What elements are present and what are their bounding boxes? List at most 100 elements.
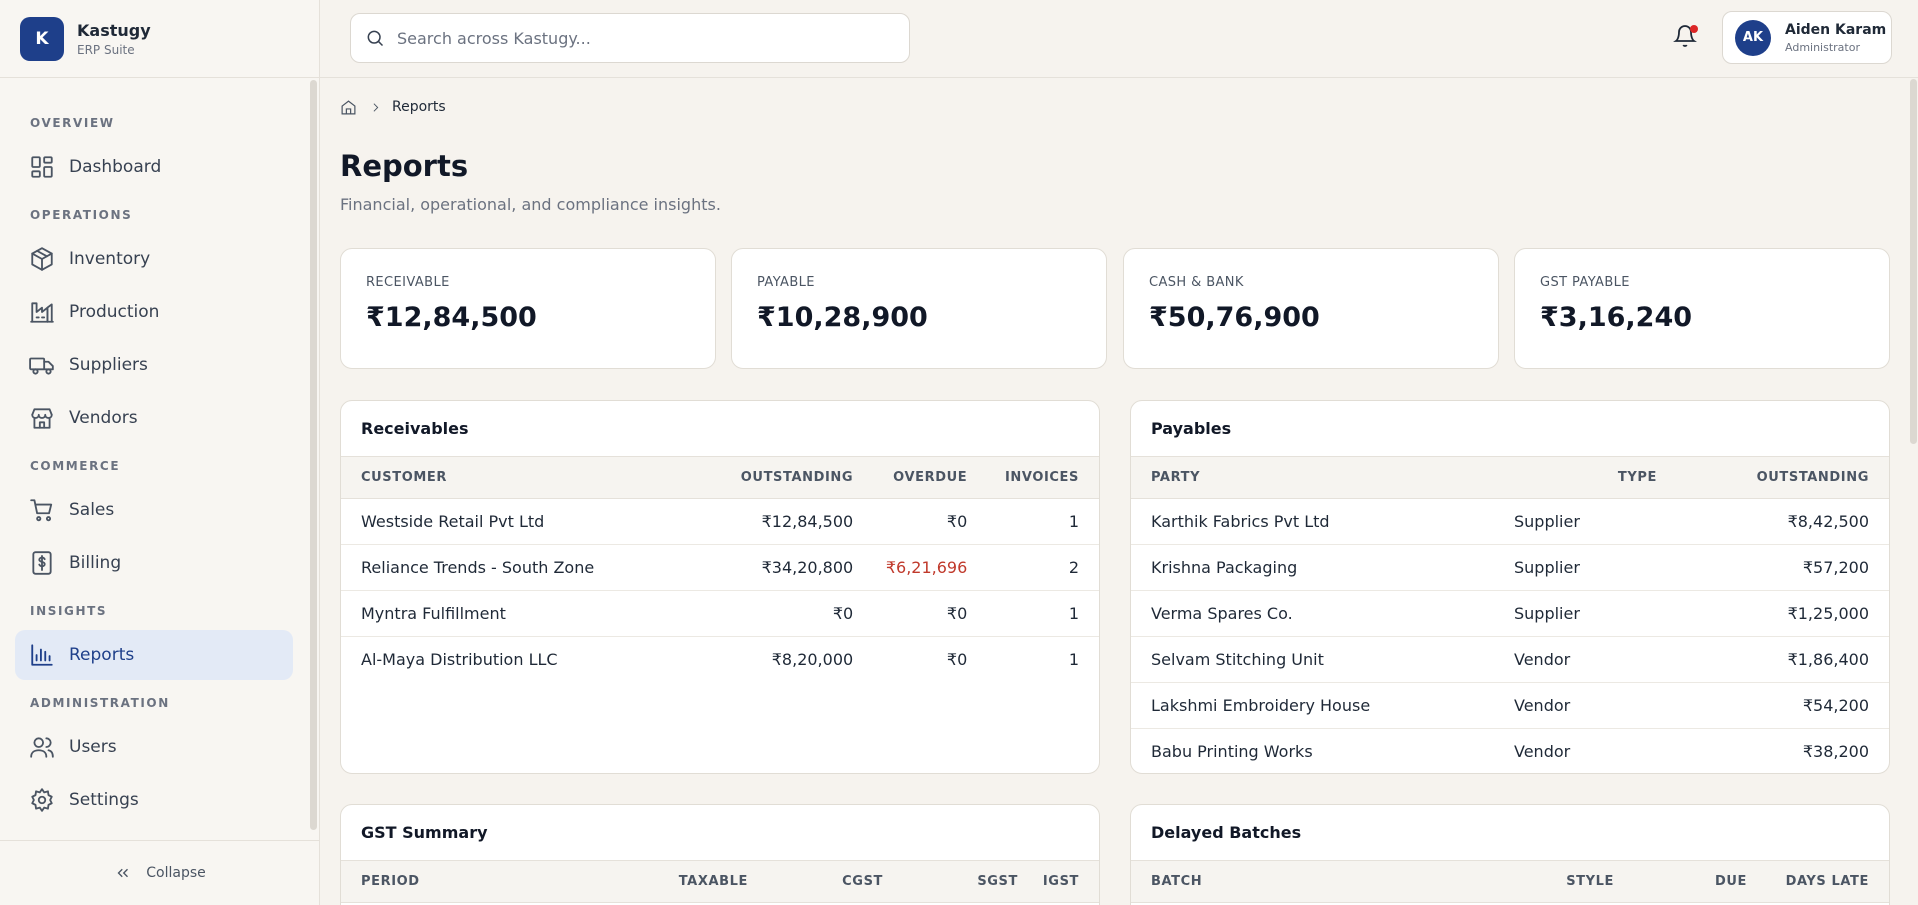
bell-icon [1673, 25, 1697, 47]
collapse-button[interactable]: Collapse [0, 840, 320, 905]
bar-chart-icon [31, 644, 53, 666]
gst-summary-card: GST Summary PERIOD TAXABLE CGST SGST IGS… [340, 804, 1100, 905]
column-header[interactable]: PERIOD [341, 861, 651, 903]
section-label-commerce: COMMERCE [30, 459, 121, 473]
chevrons-left-icon [117, 868, 129, 878]
cell-party: Verma Spares Co. [1131, 590, 1514, 637]
home-icon[interactable] [340, 99, 357, 116]
kpi-label: PAYABLE [757, 275, 815, 290]
column-header[interactable]: BATCH [1131, 861, 1448, 903]
sidebar-item-label: Billing [69, 553, 122, 573]
sidebar-item-label: Production [69, 302, 160, 322]
chevron-right-icon [373, 102, 379, 112]
column-header[interactable]: TYPE [1514, 457, 1657, 499]
sidebar-item-reports[interactable]: Reports [15, 630, 293, 680]
cell-type: Supplier [1514, 590, 1657, 637]
payables-card: Payables PARTY TYPE OUTSTANDING Karthik … [1130, 400, 1890, 774]
breadcrumb: Reports [340, 97, 446, 117]
table-row[interactable]: Reliance Trends - South Zone ₹34,20,800 … [341, 544, 1099, 591]
search-box[interactable] [350, 13, 910, 63]
sidebar-item-users[interactable]: Users [15, 722, 293, 772]
sidebar-item-settings[interactable]: Settings [15, 775, 293, 825]
kpi-label: GST PAYABLE [1540, 275, 1630, 290]
sidebar-item-production[interactable]: Production [15, 287, 293, 337]
user-menu[interactable]: AK Aiden Karam Administrator [1722, 11, 1892, 64]
sidebar-item-sales[interactable]: Sales [15, 485, 293, 535]
cell-invoices: 2 [967, 544, 1099, 591]
table-row[interactable]: Westside Retail Pvt Ltd ₹12,84,500 ₹0 1 [341, 498, 1099, 545]
sidebar-scrollbar[interactable] [308, 78, 318, 840]
payables-table: PARTY TYPE OUTSTANDING Karthik Fabrics P… [1131, 457, 1889, 773]
cell-party: Lakshmi Embroidery House [1131, 682, 1514, 729]
table-row[interactable]: Selvam Stitching Unit Vendor ₹1,86,400 [1131, 636, 1889, 683]
cell-outstanding: ₹57,200 [1657, 544, 1889, 591]
box-icon [31, 247, 53, 271]
column-header[interactable]: OUTSTANDING [695, 457, 854, 499]
cell-outstanding: ₹1,25,000 [1657, 590, 1889, 637]
search-icon [367, 30, 384, 47]
factory-icon [30, 302, 54, 323]
sidebar-item-suppliers[interactable]: Suppliers [15, 340, 293, 390]
table-row[interactable]: Al-Maya Distribution LLC ₹8,20,000 ₹0 1 [341, 636, 1099, 682]
sidebar-item-label: Sales [69, 500, 115, 520]
cell-outstanding: ₹1,86,400 [1657, 636, 1889, 683]
sidebar-scroll-thumb[interactable] [310, 80, 317, 830]
sidebar-item-dashboard[interactable]: Dashboard [15, 142, 293, 192]
cell-customer: Reliance Trends - South Zone [341, 544, 696, 591]
notifications-button[interactable] [1673, 24, 1701, 52]
table-row[interactable]: Babu Printing Works Vendor ₹38,200 [1131, 728, 1889, 773]
collapse-label: Collapse [146, 865, 206, 881]
cell-customer: Al-Maya Distribution LLC [361, 649, 558, 669]
cell-invoices: 1 [967, 590, 1099, 637]
card-title: Payables [1131, 401, 1889, 457]
sidebar-item-billing[interactable]: Billing [15, 538, 293, 588]
column-header[interactable]: PARTY [1131, 457, 1514, 499]
truck-icon [29, 357, 54, 375]
gst-summary-table: PERIOD TAXABLE CGST SGST IGST [341, 861, 1099, 903]
sidebar-item-vendors[interactable]: Vendors [15, 393, 293, 443]
card-title: Receivables [341, 401, 1099, 457]
column-header[interactable]: INVOICES [967, 457, 1099, 499]
sidebar-item-label: Suppliers [69, 355, 148, 375]
page-scroll-thumb[interactable] [1910, 79, 1917, 444]
sidebar-nav: OVERVIEW Dashboard OPERATIONS Inventory … [0, 78, 308, 840]
table-row[interactable]: Krishna Packaging Supplier ₹57,200 [1131, 544, 1889, 591]
brand-name: Kastugy [77, 20, 151, 40]
column-header[interactable]: CGST [748, 861, 883, 903]
receivables-table: CUSTOMER OUTSTANDING OVERDUE INVOICES We… [341, 457, 1099, 682]
column-header[interactable]: IGST [1018, 861, 1099, 903]
brand: K Kastugy ERP Suite [0, 0, 319, 78]
kpi-card-payable: PAYABLE ₹10,28,900 [731, 248, 1107, 369]
cell-overdue: ₹0 [946, 649, 968, 669]
table-row[interactable]: Myntra Fulfillment ₹0 ₹0 1 [341, 590, 1099, 637]
table-row[interactable]: Karthik Fabrics Pvt Ltd Supplier ₹8,42,5… [1131, 498, 1889, 545]
cell-type: Vendor [1514, 636, 1657, 683]
table-row[interactable]: Verma Spares Co. Supplier ₹1,25,000 [1131, 590, 1889, 637]
column-header[interactable]: DAYS LATE [1747, 861, 1889, 903]
top-header: AK Aiden Karam Administrator [320, 0, 1918, 78]
breadcrumb-current: Reports [392, 99, 446, 115]
cell-outstanding: ₹0 [695, 590, 854, 637]
column-header[interactable]: DUE [1614, 861, 1747, 903]
sidebar-item-inventory[interactable]: Inventory [15, 234, 293, 284]
cell-party: Karthik Fabrics Pvt Ltd [1131, 498, 1514, 545]
column-header[interactable]: OVERDUE [853, 457, 968, 499]
column-header[interactable]: CUSTOMER [341, 457, 696, 499]
table-row[interactable]: Lakshmi Embroidery House Vendor ₹54,200 [1131, 682, 1889, 729]
sidebar-item-label: Inventory [69, 249, 151, 269]
column-header[interactable]: SGST [883, 861, 1018, 903]
kpi-label: CASH & BANK [1149, 275, 1244, 290]
column-header[interactable]: OUTSTANDING [1657, 457, 1889, 499]
kpi-card-receivable: RECEIVABLE ₹12,84,500 [340, 248, 716, 369]
sidebar-item-label: Users [69, 737, 117, 757]
column-header[interactable]: TAXABLE [651, 861, 748, 903]
user-name: Aiden Karam [1785, 21, 1887, 38]
cell-overdue: ₹6,21,696 [853, 544, 968, 591]
cell-invoices: 1 [1068, 649, 1079, 669]
cell-customer: Myntra Fulfillment [341, 590, 696, 637]
search-input[interactable] [397, 28, 897, 48]
column-header[interactable]: STYLE [1448, 861, 1614, 903]
page-title: Reports [340, 149, 469, 183]
kpi-card-cash-bank: CASH & BANK ₹50,76,900 [1123, 248, 1499, 369]
page-scrollbar[interactable] [1908, 79, 1918, 905]
